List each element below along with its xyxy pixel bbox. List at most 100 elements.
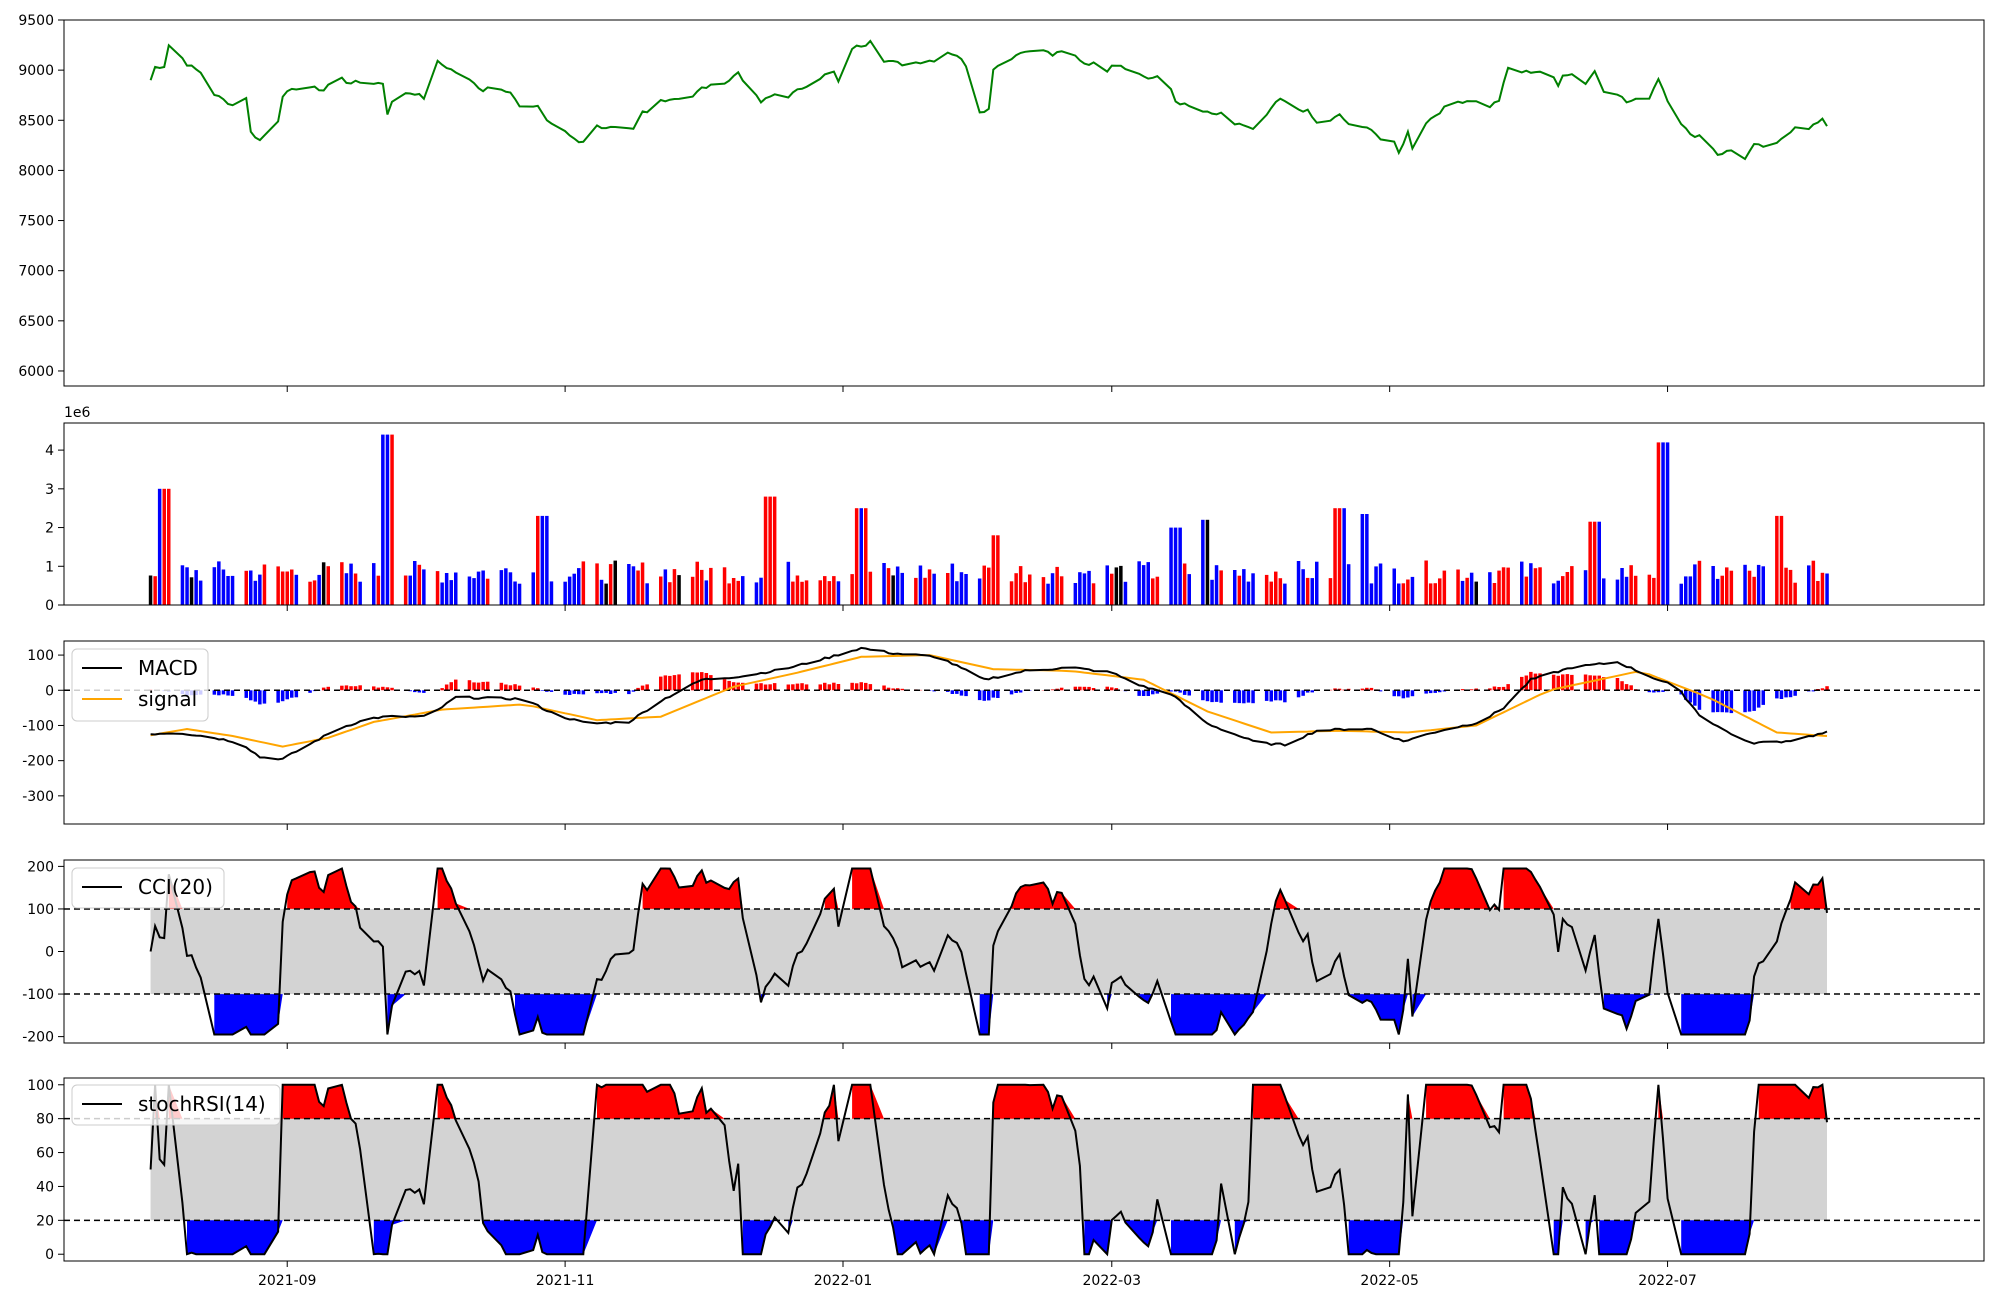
xtick-label-2: 2022-01	[814, 1273, 873, 1289]
volume-bar	[1565, 572, 1570, 605]
macd-histogram-bar	[449, 682, 453, 691]
volume-bar	[836, 581, 841, 605]
cci-plot-area	[64, 867, 1984, 1037]
macd-histogram-bar	[1624, 684, 1629, 691]
macd-histogram-bar	[540, 690, 545, 691]
volume-bar	[1310, 578, 1314, 605]
macd-histogram-bar	[1538, 673, 1542, 691]
macd-histogram-bar	[791, 684, 795, 691]
macd-histogram-bar	[1346, 688, 1351, 691]
volume-bar	[1078, 572, 1082, 605]
volume-bar	[868, 571, 873, 605]
macd-histogram-bar	[1082, 686, 1087, 691]
macd-histogram-bar	[1488, 688, 1492, 691]
volume-bar	[1442, 570, 1447, 605]
volume-bar	[599, 579, 604, 605]
macd-histogram-bar	[1205, 690, 1210, 702]
volume-bar	[1401, 583, 1406, 605]
volume-bar	[376, 575, 381, 605]
volume-bar	[1784, 567, 1788, 605]
stochrsi-ytick-label-5: 100	[27, 1078, 54, 1094]
stochrsi-legend: stochRSI(14)	[71, 1084, 281, 1126]
volume-bar	[914, 577, 918, 605]
macd-histogram-bar	[955, 690, 959, 694]
volume-bar	[353, 573, 358, 605]
macd-histogram-bar	[996, 690, 1000, 698]
macd-histogram-bar	[1661, 690, 1665, 692]
volume-bar	[1182, 563, 1187, 605]
macd-histogram-bar	[294, 690, 299, 698]
macd-histogram-bar	[340, 685, 344, 691]
volume-bar	[1214, 565, 1219, 605]
volume-bar	[1274, 571, 1278, 605]
macd-plot-area	[64, 646, 1984, 761]
volume-bar	[1424, 560, 1428, 605]
macd-histogram-bar	[376, 687, 381, 691]
stochrsi-oversold-fill	[187, 1220, 1755, 1255]
macd-histogram-bar	[1497, 687, 1501, 691]
volume-bar	[513, 581, 517, 605]
macd-histogram-bar	[499, 682, 504, 691]
volume-bar	[1779, 515, 1784, 605]
macd-histogram-bar	[1274, 690, 1278, 701]
macd-histogram-bar	[1647, 690, 1652, 693]
macd-histogram-bar	[1747, 690, 1752, 712]
macd-histogram-bar	[627, 690, 631, 695]
macd-histogram-bar	[1784, 690, 1788, 698]
macd-histogram-bar	[290, 690, 294, 698]
macd-histogram-bar	[864, 682, 868, 691]
volume-bar	[1333, 508, 1337, 605]
volume-bar	[1752, 576, 1756, 605]
volume-bar	[1210, 579, 1214, 605]
macd-panel: -300 -200 -100 0 100 MACD signal	[22, 640, 1985, 825]
volume-bar	[709, 567, 713, 605]
volume-bar	[1711, 566, 1715, 605]
cci-yaxis: -200 -100 0 100 200	[22, 859, 64, 1046]
volume-bar	[645, 583, 649, 605]
volume-bar	[704, 580, 709, 605]
volume-bar	[1624, 576, 1629, 605]
macd-histogram-bar	[244, 690, 248, 698]
stochrsi-panel: 0 20 40 60 80 100 stochRSI(14)	[27, 1077, 1985, 1263]
volume-bar	[258, 574, 262, 605]
volume-bar	[1091, 583, 1096, 605]
volume-bar	[1679, 583, 1683, 605]
volume-bar	[449, 580, 453, 605]
macd-histogram-bar	[709, 675, 713, 691]
volume-bar	[1820, 572, 1825, 605]
macd-histogram-bar	[1333, 688, 1337, 691]
volume-bar	[536, 515, 540, 605]
volume-bar	[1529, 563, 1533, 605]
volume-bar	[1556, 580, 1560, 605]
macd-histogram-bar	[1720, 690, 1724, 713]
volume-bar	[189, 577, 194, 605]
macd-histogram-bar	[1711, 690, 1715, 713]
volume-bar	[180, 565, 185, 605]
macd-histogram-bar	[1556, 675, 1560, 691]
volume-bar	[1014, 573, 1018, 605]
macd-histogram-bar	[567, 690, 572, 695]
cci-legend-box	[71, 867, 225, 909]
volume-bar	[262, 564, 267, 605]
xtick-label-0: 2021-09	[258, 1273, 317, 1289]
volume-bar	[1023, 582, 1027, 605]
macd-histogram-bar	[280, 690, 285, 702]
stochrsi-plot-area	[64, 1083, 1984, 1258]
volume-bar	[1187, 574, 1191, 605]
volume-bar	[959, 572, 964, 605]
volume-bar	[1178, 527, 1182, 605]
macd-histogram-bar	[417, 690, 422, 693]
stochrsi-legend-label: stochRSI(14)	[138, 1092, 266, 1116]
macd-histogram-bar	[1009, 690, 1014, 695]
macd-histogram-bar	[1014, 690, 1018, 693]
macd-histogram-bar	[390, 687, 394, 691]
macd-histogram-bar	[1337, 688, 1342, 691]
volume-bar	[946, 573, 950, 605]
macd-histogram-bar	[886, 687, 891, 691]
volume-bar	[504, 568, 508, 605]
macd-histogram-bar	[1137, 690, 1141, 696]
volume-bar	[964, 574, 968, 605]
volume-bar	[886, 568, 891, 605]
macd-histogram-bar	[677, 674, 681, 691]
macd-histogram-bar	[1018, 690, 1023, 693]
